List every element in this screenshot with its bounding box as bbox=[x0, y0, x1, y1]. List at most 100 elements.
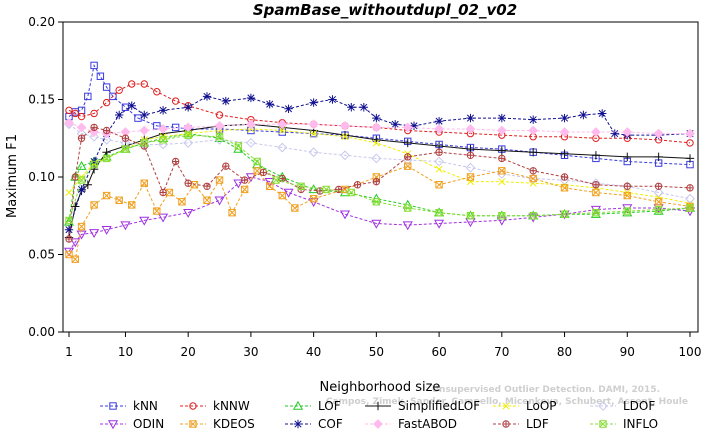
data-point bbox=[373, 401, 383, 411]
data-point bbox=[466, 212, 475, 220]
data-point bbox=[90, 109, 98, 118]
data-point bbox=[372, 198, 381, 206]
x-tick-label: 60 bbox=[431, 345, 446, 359]
data-point bbox=[264, 177, 275, 187]
data-point bbox=[341, 133, 349, 141]
data-point bbox=[328, 95, 337, 104]
data-point bbox=[228, 208, 236, 217]
data-point bbox=[409, 121, 419, 131]
data-point bbox=[685, 128, 695, 139]
data-point bbox=[434, 219, 445, 229]
legend-label: FastABOD bbox=[398, 417, 457, 431]
data-point bbox=[102, 83, 111, 91]
legend-label: INFLO bbox=[623, 417, 658, 431]
legend: kNN kNNW LOF SimplifiedLOF LoOP LDOF ODIN KDEOS… bbox=[100, 399, 658, 431]
data-point bbox=[653, 128, 664, 139]
data-point bbox=[127, 101, 136, 110]
data-point bbox=[114, 110, 124, 120]
series-line bbox=[68, 64, 691, 166]
data-point bbox=[592, 181, 600, 188]
data-point bbox=[292, 400, 304, 410]
legend-item-kdeos: KDEOS bbox=[180, 417, 255, 431]
y-tick-label: 0.00 bbox=[28, 325, 55, 339]
data-point bbox=[203, 196, 211, 204]
data-point bbox=[240, 185, 249, 194]
watermark-line-1: Unsupervised Outlier Detection. DAMI, 20… bbox=[432, 385, 660, 395]
data-point bbox=[340, 120, 350, 131]
data-point bbox=[72, 173, 79, 181]
data-point bbox=[89, 131, 99, 142]
data-point bbox=[158, 213, 169, 223]
data-point bbox=[183, 208, 194, 218]
data-point bbox=[64, 225, 74, 234]
legend-item-fastabod: FastABOD bbox=[365, 417, 457, 431]
data-point bbox=[222, 162, 230, 170]
legend-item-knn: kNN bbox=[100, 399, 158, 413]
data-point bbox=[622, 207, 633, 217]
legend-label: KDEOS bbox=[213, 417, 255, 431]
data-point bbox=[77, 222, 86, 231]
data-point bbox=[497, 113, 507, 123]
data-point bbox=[165, 188, 174, 197]
data-point bbox=[339, 210, 351, 220]
data-point bbox=[172, 158, 179, 165]
legend-label: LOF bbox=[318, 399, 341, 413]
x-tick-label: 70 bbox=[494, 345, 509, 359]
legend-item-ldof: LDOF bbox=[590, 399, 655, 413]
data-point bbox=[623, 207, 631, 215]
data-point bbox=[246, 137, 256, 148]
data-point bbox=[624, 183, 631, 190]
data-point bbox=[560, 149, 569, 158]
data-point bbox=[234, 142, 243, 150]
data-point bbox=[528, 125, 539, 136]
y-axis-ticks: 0.00 0.05 0.10 0.15 0.20 bbox=[28, 15, 63, 339]
data-point bbox=[340, 130, 350, 140]
data-point bbox=[560, 184, 569, 192]
series-line bbox=[68, 95, 691, 230]
data-point bbox=[279, 175, 286, 182]
data-point bbox=[435, 165, 443, 173]
legend-item-inflo: INFLO bbox=[590, 417, 658, 431]
data-point bbox=[404, 162, 412, 170]
plot-frame bbox=[62, 21, 699, 333]
x-tick-label: 30 bbox=[243, 345, 258, 359]
data-point bbox=[90, 201, 98, 209]
data-point bbox=[184, 180, 192, 187]
y-tick-label: 0.15 bbox=[28, 93, 55, 107]
data-point bbox=[610, 129, 619, 138]
data-point bbox=[115, 86, 123, 94]
data-point bbox=[115, 196, 123, 204]
data-point bbox=[189, 402, 197, 410]
y-axis-label: Maximum F1 bbox=[5, 134, 20, 218]
data-point bbox=[653, 187, 664, 198]
data-point bbox=[354, 181, 361, 188]
x-tick-label: 100 bbox=[679, 345, 702, 359]
data-point bbox=[153, 88, 161, 96]
data-point bbox=[655, 183, 662, 190]
data-point bbox=[70, 238, 81, 248]
data-point bbox=[77, 185, 86, 194]
data-point bbox=[322, 185, 330, 194]
x-tick-label: 50 bbox=[369, 345, 384, 359]
data-point bbox=[579, 110, 588, 120]
data-point bbox=[140, 139, 148, 147]
series-line bbox=[68, 176, 691, 252]
data-point bbox=[102, 191, 111, 200]
series-fastabod bbox=[64, 117, 695, 139]
data-point bbox=[76, 160, 87, 170]
data-point bbox=[404, 153, 411, 161]
data-point bbox=[597, 109, 607, 118]
data-point bbox=[371, 153, 382, 164]
legend-item-simplifiedlof: SimplifiedLOF bbox=[365, 399, 480, 413]
data-point bbox=[278, 126, 286, 135]
data-point bbox=[310, 130, 318, 138]
x-axis-ticks: 1 10 20 30 40 50 60 70 80 90 100 bbox=[65, 332, 701, 359]
data-point bbox=[128, 80, 136, 88]
y-tick-label: 0.10 bbox=[28, 170, 55, 184]
watermark: Unsupervised Outlier Detection. DAMI, 20… bbox=[326, 385, 688, 407]
data-point bbox=[139, 125, 150, 136]
data-point bbox=[528, 115, 538, 124]
data-point bbox=[340, 150, 350, 161]
data-point bbox=[308, 184, 319, 194]
data-point bbox=[109, 92, 117, 101]
